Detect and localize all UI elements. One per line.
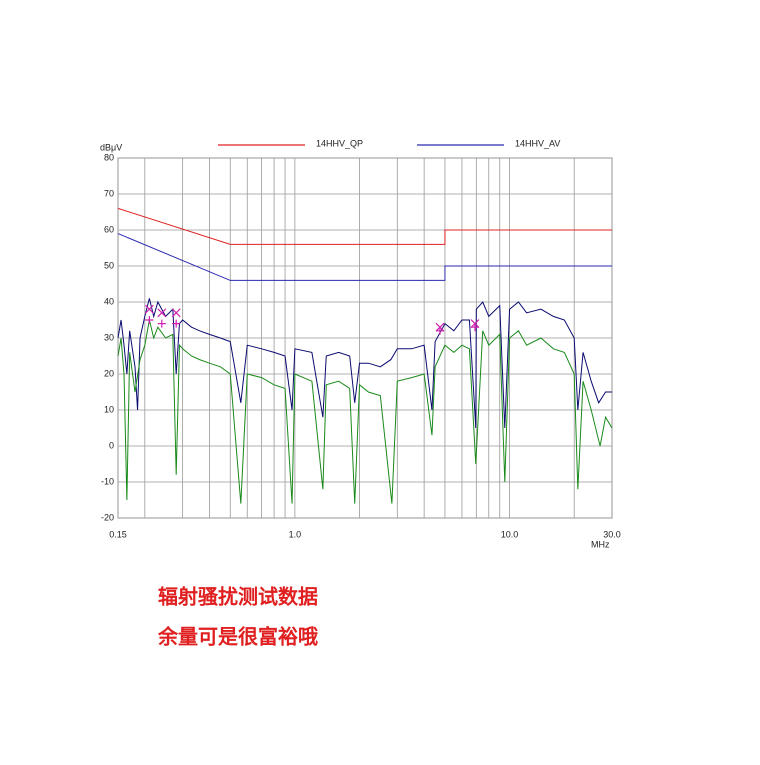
x-tick-label: 1.0 xyxy=(289,529,302,539)
legend-label: 14HHV_QP xyxy=(316,138,363,148)
y-tick-label: 20 xyxy=(104,368,114,378)
y-tick-label: 0 xyxy=(109,440,114,450)
marker xyxy=(157,308,167,318)
y-tick-label: 50 xyxy=(104,260,114,270)
legend-label: 14HHV_AV xyxy=(515,138,560,148)
y-axis-label: dBμV xyxy=(100,142,122,152)
marker xyxy=(144,304,154,314)
x-tick-label: 0.15 xyxy=(109,529,127,539)
note: 辐射骚扰测试数据 xyxy=(158,585,318,609)
y-tick-label: 70 xyxy=(104,188,114,198)
trace xyxy=(117,298,612,429)
marker xyxy=(145,316,154,324)
x-tick-label: 10.0 xyxy=(501,529,519,539)
x-tick-label: 30.0 xyxy=(603,529,621,539)
marker xyxy=(172,319,181,328)
marker xyxy=(157,319,166,328)
x-axis-label: MHz xyxy=(591,539,610,549)
marker xyxy=(435,326,444,335)
y-tick-label: -20 xyxy=(101,512,114,522)
trace xyxy=(117,319,613,504)
marker xyxy=(470,323,479,332)
y-tick-label: 60 xyxy=(104,224,114,234)
marker xyxy=(171,308,181,318)
limit-line xyxy=(117,233,612,281)
y-tick-label: 80 xyxy=(104,152,114,162)
y-tick-label: 30 xyxy=(104,332,114,342)
y-tick-label: 10 xyxy=(104,404,114,414)
note: 余量可是很富裕哦 xyxy=(157,625,318,649)
limit-line xyxy=(117,207,612,245)
y-tick-label: -10 xyxy=(101,476,114,486)
y-tick-label: 40 xyxy=(104,296,114,306)
